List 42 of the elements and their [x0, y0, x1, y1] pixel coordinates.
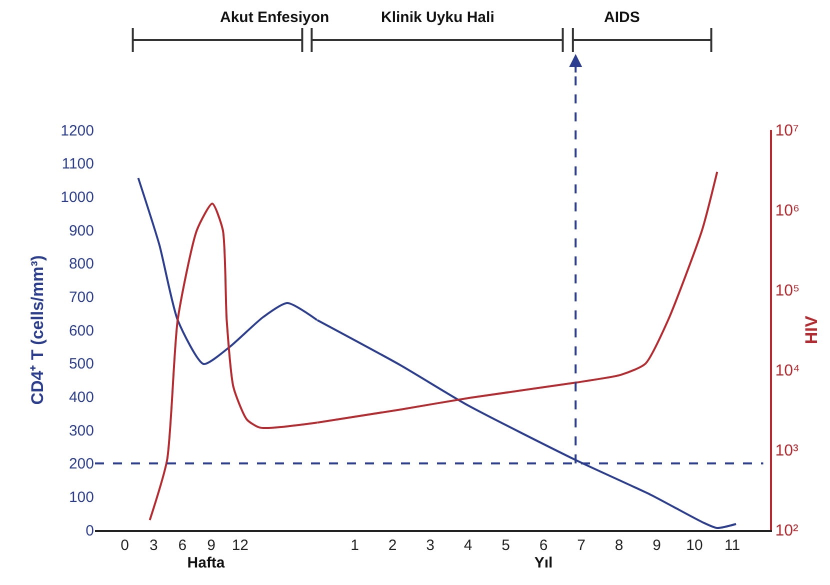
- text: Akut Enfesiyon: [220, 9, 330, 26]
- x-tick-label: 2: [388, 537, 397, 554]
- y-tick-label: 1100: [62, 156, 94, 173]
- x-axis-title: Hafta: [187, 554, 226, 572]
- x-tick-label: 11: [724, 537, 740, 554]
- y2-axis-title: HIV: [802, 315, 821, 344]
- text: Klinik Uyku Hali: [381, 9, 494, 26]
- x-tick-label: 12: [232, 537, 249, 554]
- x-tick-label: 9: [207, 537, 216, 554]
- x-axis-title: Yıl: [534, 554, 553, 572]
- y2-tick-label: 10³: [775, 442, 799, 460]
- y-tick-label: 300: [68, 422, 94, 440]
- y-tick-label: 0: [86, 522, 94, 540]
- x-tick-label: 6: [178, 537, 187, 554]
- y-tick-label: 1000: [60, 188, 94, 206]
- text: AIDS: [604, 9, 640, 26]
- y-axis-title: CD4⁺ T (cells/mm³): [28, 255, 48, 405]
- x-tick-label: 5: [502, 537, 510, 554]
- y-tick-label: 900: [68, 222, 94, 240]
- x-tick-label: 4: [464, 537, 472, 554]
- x-tick-label: 0: [120, 537, 129, 554]
- y2-tick-label: 10⁴: [775, 362, 800, 380]
- y-tick-label: 400: [68, 388, 94, 406]
- x-tick-label: 3: [149, 537, 158, 554]
- y2-tick-label: 10⁶: [775, 202, 800, 220]
- x-tick-label: 10: [686, 537, 703, 554]
- x-tick-label: 8: [614, 537, 624, 554]
- x-tick-label: 1: [350, 537, 359, 554]
- y-tick-label: 800: [68, 256, 94, 273]
- y2-tick-label: 10⁷: [775, 122, 799, 140]
- y-tick-label: 500: [68, 356, 94, 373]
- y2-tick-label: 10²: [775, 522, 799, 540]
- y-tick-label: 200: [68, 456, 94, 473]
- y-tick-label: 1200: [60, 122, 94, 140]
- y-tick-label: 100: [68, 488, 94, 506]
- y2-tick-label: 10⁵: [775, 282, 800, 300]
- x-tick-label: 6: [539, 537, 548, 554]
- x-tick-label: 9: [652, 537, 661, 554]
- y-tick-label: 600: [68, 322, 94, 340]
- x-tick-label: 7: [577, 537, 586, 554]
- y-tick-label: 700: [68, 288, 94, 306]
- x-tick-label: 3: [426, 537, 434, 554]
